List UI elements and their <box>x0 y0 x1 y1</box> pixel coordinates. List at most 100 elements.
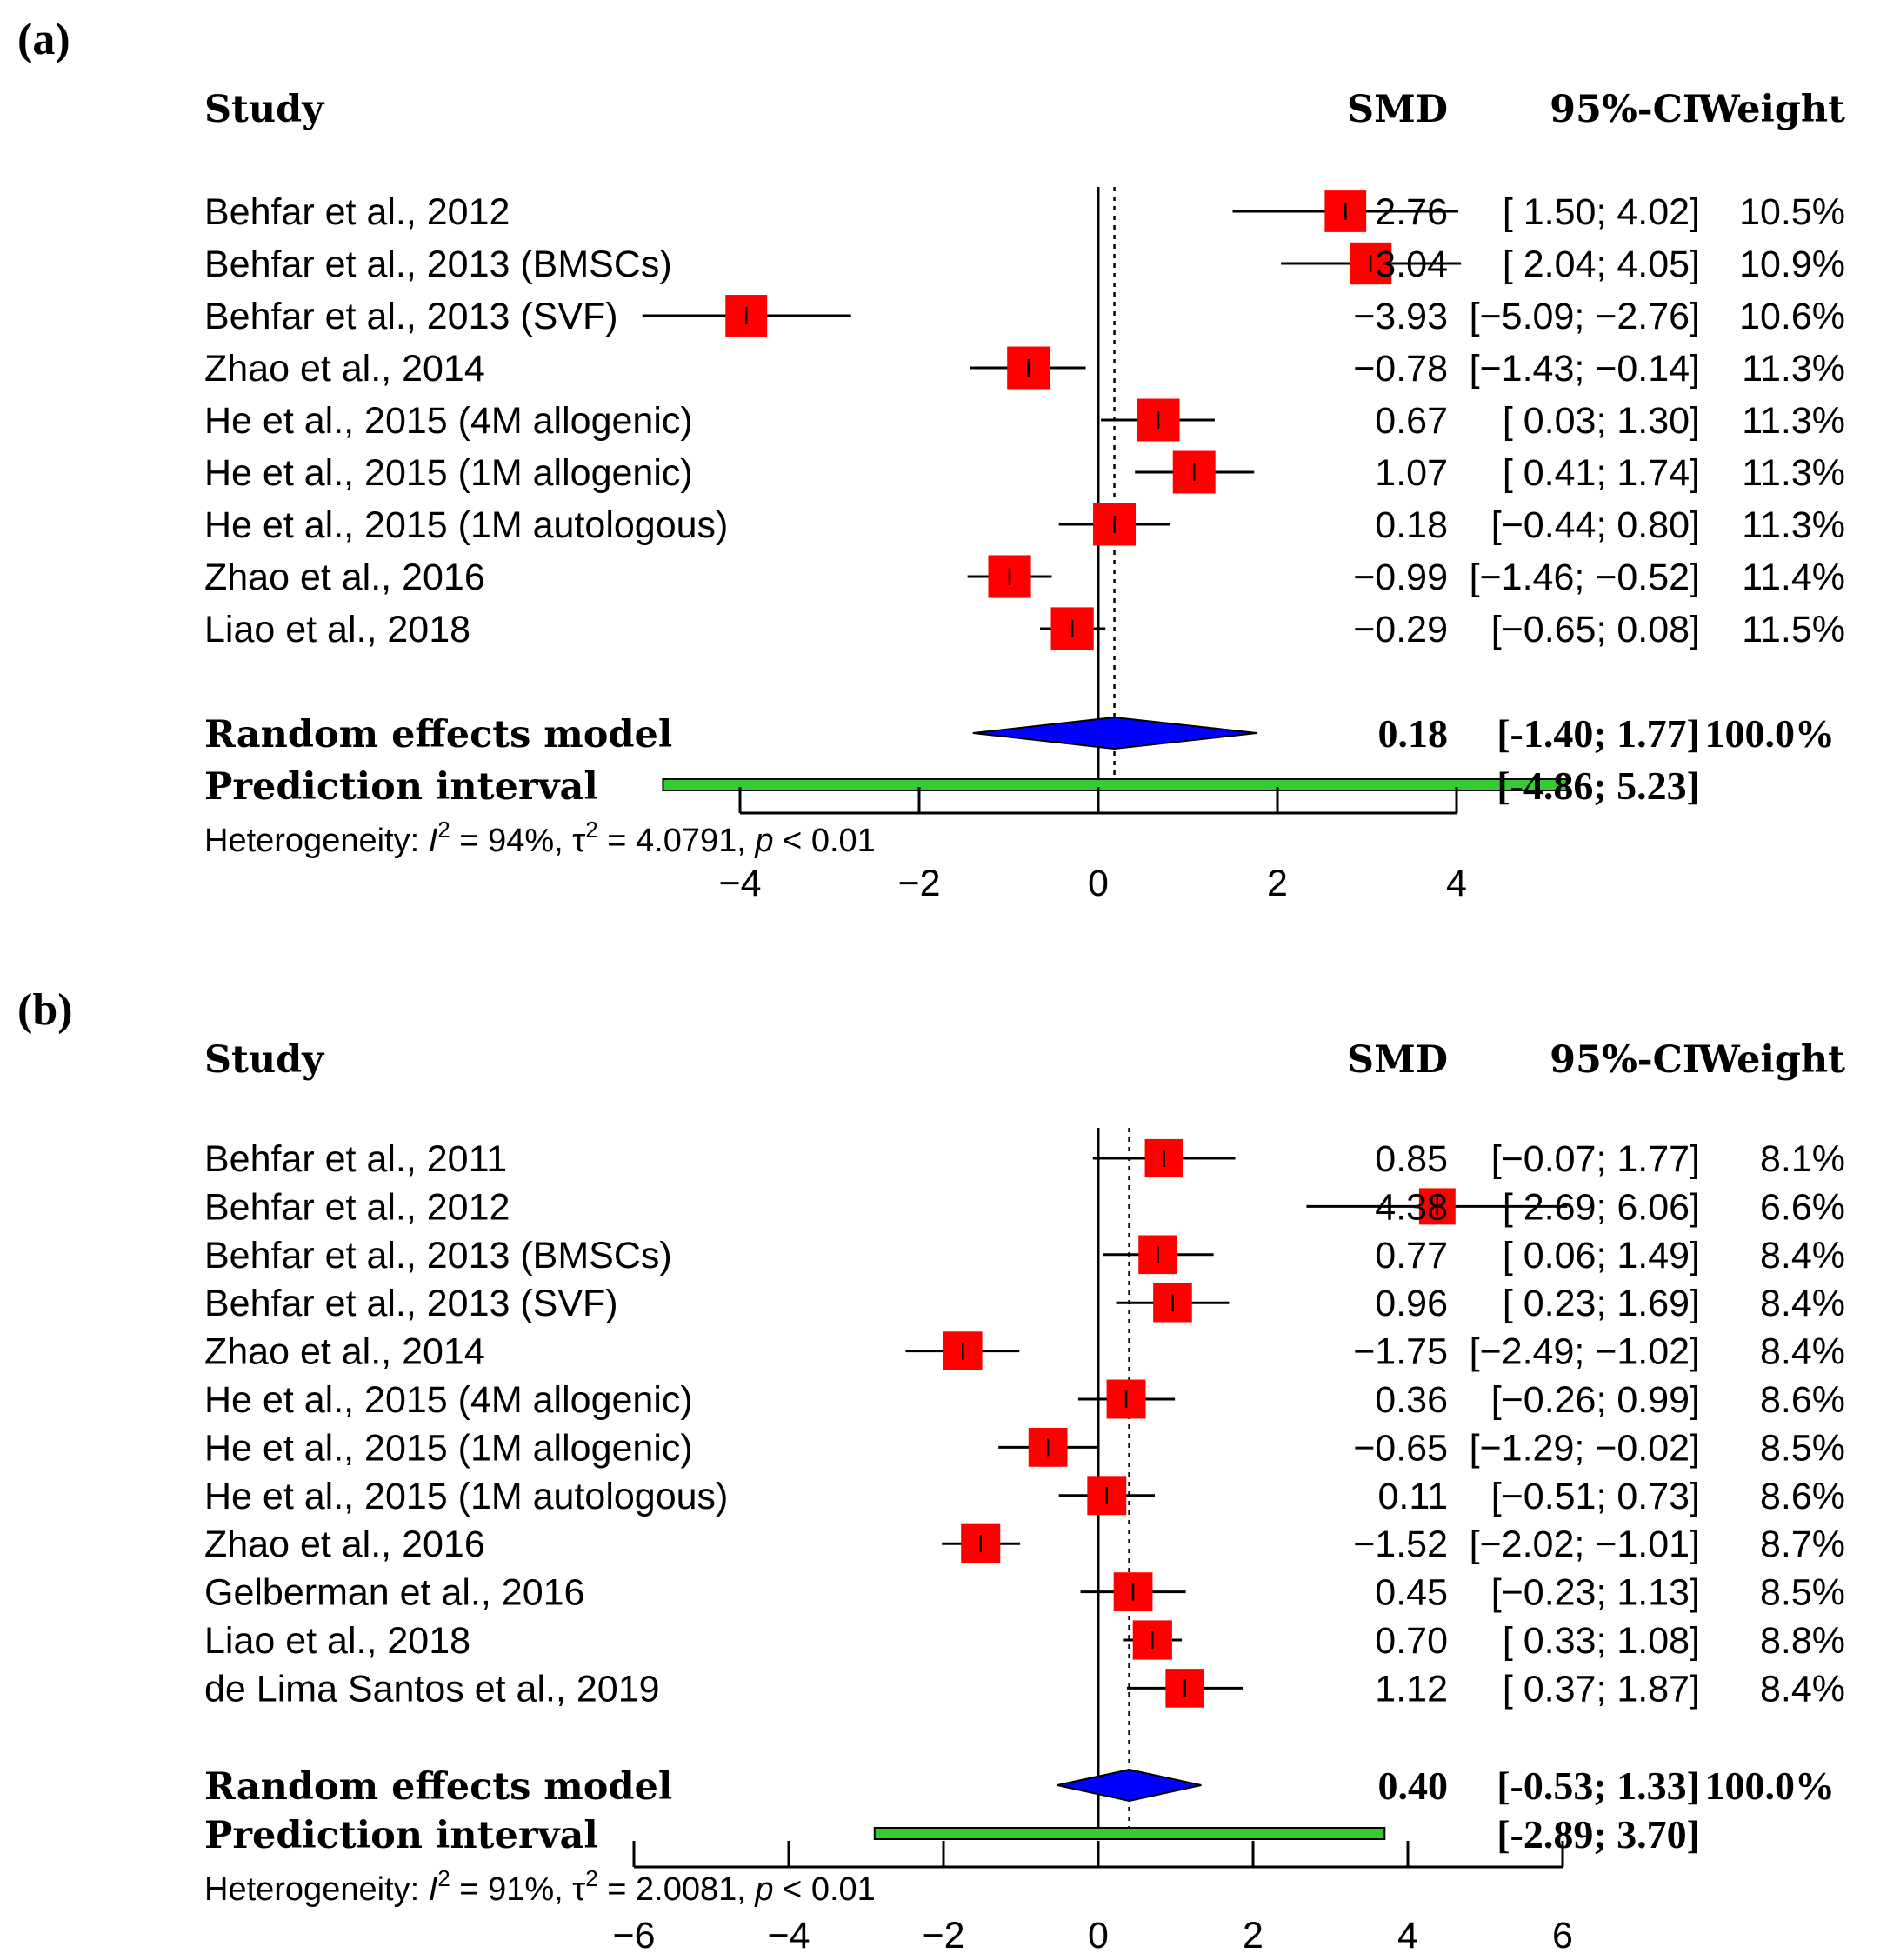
study-row: Zhao et al., 2016 −0.99 [−1.46; −0.52] 11.4… <box>204 555 1845 598</box>
header-smd: SMD <box>1347 1038 1448 1082</box>
study-row: Behfar et al., 2013 (BMSCs) 0.77 [ 0.06; 1… <box>204 1235 1845 1277</box>
comma: , <box>737 823 755 859</box>
header-study: Study <box>204 88 325 131</box>
study-name: Gelberman et al., 2016 <box>204 1572 584 1614</box>
smd-value: −3.93 <box>1353 296 1448 337</box>
study-name: Zhao et al., 2014 <box>204 348 485 390</box>
random-effects-weight: 100.0% <box>1705 1763 1836 1808</box>
i2-superscript: 2 <box>437 1865 450 1891</box>
smd-value: 0.18 <box>1375 504 1448 546</box>
study-name: Liao et al., 2018 <box>204 609 470 650</box>
study-name: He et al., 2015 (4M allogenic) <box>204 1379 693 1421</box>
study-name: Behfar et al., 2013 (BMSCs) <box>204 243 672 285</box>
x-tick-label: 4 <box>1446 863 1467 904</box>
x-tick-label: −2 <box>897 863 940 904</box>
smd-value: 4.38 <box>1375 1186 1448 1228</box>
summary-diamond <box>1057 1768 1202 1803</box>
heterogeneity-text: Heterogeneity: I2 = 94%, τ2 = 4.0791, p … <box>204 817 876 859</box>
weight-value: 8.6% <box>1760 1379 1845 1421</box>
ci-value: [−1.43; −0.14] <box>1470 348 1700 390</box>
smd-value: 0.45 <box>1375 1572 1448 1614</box>
smd-value: 0.70 <box>1375 1620 1448 1662</box>
heterogeneity-text: Heterogeneity: I2 = 91%, τ2 = 2.0081, p … <box>204 1865 876 1908</box>
panel-label: (b) <box>17 985 73 1035</box>
smd-value: −0.99 <box>1353 557 1448 598</box>
ci-value: [−0.07; 1.77] <box>1491 1138 1700 1180</box>
ci-value: [ 0.03; 1.30] <box>1503 400 1700 442</box>
study-name: de Lima Santos et al., 2019 <box>204 1668 660 1710</box>
prediction-interval-label: Prediction interval <box>204 1814 598 1857</box>
heterogeneity-prefix: Heterogeneity: <box>204 823 429 859</box>
smd-value: 0.85 <box>1375 1138 1448 1180</box>
study-row: He et al., 2015 (1M autologous) 0.18 [−0.4… <box>204 503 1845 546</box>
study-name: He et al., 2015 (1M allogenic) <box>204 1427 693 1469</box>
study-name: Zhao et al., 2014 <box>204 1331 485 1373</box>
tau2-value: 2.0081 <box>636 1871 737 1908</box>
study-row: He et al., 2015 (1M autologous) 0.11 [−0.5… <box>204 1476 1845 1517</box>
smd-value: −0.65 <box>1353 1427 1448 1469</box>
study-name: Behfar et al., 2013 (BMSCs) <box>204 1235 672 1277</box>
prediction-interval-bar <box>662 778 1568 791</box>
study-name: Behfar et al., 2011 <box>204 1138 507 1180</box>
weight-value: 11.5% <box>1742 609 1845 650</box>
random-effects-label: Random effects model <box>204 1765 672 1809</box>
weight-value: 11.3% <box>1742 452 1845 494</box>
header-weight: Weight <box>1697 1038 1845 1082</box>
x-tick-label: 6 <box>1552 1915 1573 1957</box>
weight-value: 8.5% <box>1760 1427 1845 1469</box>
study-row: Behfar et al., 2012 2.76 [ 1.50; 4.02] 10.5… <box>204 190 1845 233</box>
smd-value: 3.04 <box>1375 243 1448 285</box>
weight-value: 10.9% <box>1739 243 1845 285</box>
weight-value: 11.3% <box>1742 504 1845 546</box>
random-effects-label: Random effects model <box>204 713 672 757</box>
weight-value: 6.6% <box>1760 1186 1845 1228</box>
study-row: He et al., 2015 (4M allogenic) 0.67 [ 0.03… <box>204 398 1845 442</box>
prediction-interval-ci: [-4.86; 5.23] <box>1497 763 1700 808</box>
ci-value: [−0.51; 0.73] <box>1491 1476 1700 1517</box>
ci-value: [ 0.37; 1.87] <box>1503 1668 1700 1710</box>
weight-value: 8.4% <box>1760 1331 1845 1373</box>
study-name: Behfar et al., 2013 (SVF) <box>204 296 618 337</box>
weight-value: 8.4% <box>1760 1235 1845 1277</box>
smd-value: 0.77 <box>1375 1235 1448 1277</box>
study-name: Behfar et al., 2012 <box>204 191 510 233</box>
smd-value: 0.96 <box>1375 1283 1448 1324</box>
random-effects-smd: 0.40 <box>1378 1763 1449 1808</box>
weight-value: 8.1% <box>1760 1138 1845 1180</box>
i2-superscript: 2 <box>437 817 450 843</box>
weight-value: 8.6% <box>1760 1476 1845 1517</box>
random-effects-smd: 0.18 <box>1378 711 1449 756</box>
weight-value: 8.4% <box>1760 1283 1845 1324</box>
ci-value: [ 2.69; 6.06] <box>1503 1186 1700 1228</box>
study-row: Zhao et al., 2014 −0.78 [−1.43; −0.14] 11.3… <box>204 346 1845 390</box>
smd-value: 0.11 <box>1378 1476 1449 1517</box>
smd-value: −1.75 <box>1353 1331 1448 1373</box>
ci-value: [−0.44; 0.80] <box>1491 504 1700 546</box>
prediction-interval-row: Prediction interval [-2.89; 3.70] <box>204 1812 1700 1857</box>
weight-value: 8.4% <box>1760 1668 1845 1710</box>
ci-value: [ 1.50; 4.02] <box>1503 191 1700 233</box>
study-row: Behfar et al., 2013 (SVF) −3.93 [−5.09; −2… <box>204 295 1845 337</box>
study-row: Zhao et al., 2016 −1.52 [−2.02; −1.01] 8.7% <box>204 1523 1845 1565</box>
study-name: Zhao et al., 2016 <box>204 557 485 598</box>
eq2: = <box>598 823 636 859</box>
weight-value: 8.8% <box>1760 1620 1845 1662</box>
ci-value: [−5.09; −2.76] <box>1470 296 1700 337</box>
panel-label: (a) <box>17 15 70 64</box>
i2-value: 91% <box>488 1871 554 1908</box>
eq2: = <box>598 1871 636 1908</box>
ci-value: [ 0.23; 1.69] <box>1503 1283 1700 1324</box>
weight-value: 11.3% <box>1742 348 1845 390</box>
smd-value: −1.52 <box>1353 1523 1448 1565</box>
study-row: Liao et al., 2018 0.70 [ 0.33; 1.08] 8.8% <box>204 1620 1845 1662</box>
prediction-interval-row: Prediction interval [-4.86; 5.23] <box>204 763 1700 809</box>
study-name: He et al., 2015 (4M allogenic) <box>204 400 693 442</box>
study-row: Behfar et al., 2013 (SVF) 0.96 [ 0.23; 1.6… <box>204 1283 1845 1324</box>
prediction-interval-ci: [-2.89; 3.70] <box>1497 1812 1700 1857</box>
header-ci: 95%-CI <box>1550 88 1700 131</box>
random-effects-row: Random effects model 0.40 [-0.53; 1.33] 100… <box>204 1763 1835 1809</box>
smd-value: 0.36 <box>1375 1379 1448 1421</box>
ci-value: [−1.29; −0.02] <box>1470 1427 1700 1469</box>
